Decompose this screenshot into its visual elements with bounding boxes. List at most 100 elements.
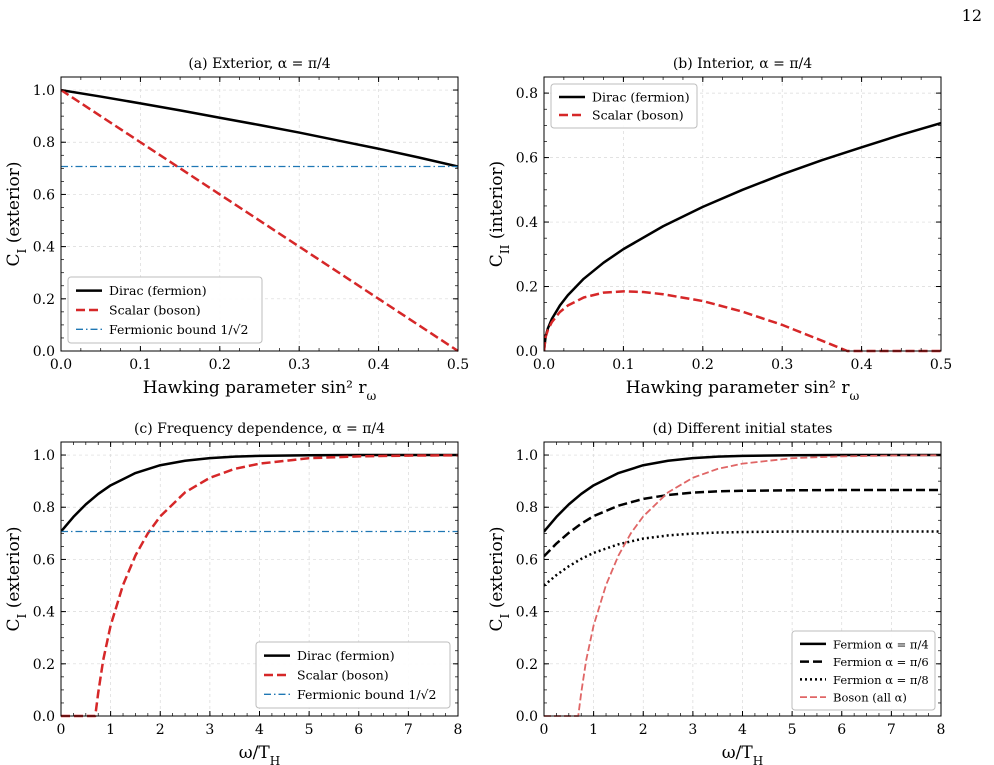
legend-label: Fermion α = π/6: [833, 655, 929, 669]
y-tick-label: 0.0: [516, 709, 538, 725]
y-tick-label: 0.6: [33, 552, 55, 568]
legend-label: Dirac (fermion): [592, 90, 690, 105]
x-tick-label: 7: [404, 722, 413, 738]
y-tick-label: 0.8: [516, 86, 538, 102]
series-line: [61, 89, 458, 353]
series-line: [61, 453, 458, 533]
x-tick-label: 0.3: [771, 357, 793, 373]
legend-label: Scalar (boson): [592, 108, 684, 123]
x-axis-label: Hawking parameter sin² rω: [626, 378, 860, 403]
legend-label: Scalar (boson): [297, 668, 389, 683]
chart-panel-1: 0.0 0.1 0.2 0.3 0.4 0.5 0.0 0.2 0.4 0.6 0.8 1.0 (a) …: [4, 56, 469, 403]
y-tick-label: 1.0: [516, 448, 538, 464]
y-axis-label: CI (exterior): [4, 527, 29, 632]
chart-title: (b) Interior, α = π/4: [673, 56, 812, 72]
legend: Dirac (fermion) Scalar (boson) Fermionic b…: [67, 276, 263, 344]
chart-panel-4: 0 1 2 3 4 5 6 7 8 0.0 0.2 0.4 0.6 0.8 1.0 (d) Different…: [487, 421, 945, 765]
y-tick-label: 0.8: [516, 500, 538, 516]
series-line: [61, 88, 458, 168]
series-line: [544, 453, 941, 533]
legend-label: Boson (all α): [833, 691, 907, 705]
series-group: [61, 453, 458, 718]
y-tick-label: 0.4: [33, 605, 55, 621]
series-line: [61, 454, 458, 718]
y-tick-label: 0.0: [33, 344, 55, 360]
y-axis-label: CII (interior): [487, 161, 512, 267]
y-tick-label: 0.2: [516, 280, 538, 296]
y-tick-label: 0.4: [516, 605, 538, 621]
series-group: [544, 453, 941, 717]
x-axis-label: Hawking parameter sin² rω: [143, 378, 377, 403]
y-tick-label: 1.0: [33, 83, 55, 99]
series-line: [544, 488, 941, 558]
legend: Dirac (fermion) Scalar (boson) Fermionic b…: [255, 641, 451, 709]
x-tick-label: 0.0: [50, 357, 72, 373]
y-tick-label: 0.4: [516, 215, 538, 231]
chart-panel-3: 0 1 2 3 4 5 6 7 8 0.0 0.2 0.4 0.6 0.8 1.0 (c) Frequency…: [4, 421, 462, 765]
x-tick-label: 7: [887, 722, 896, 738]
x-tick-label: 0.1: [612, 357, 634, 373]
x-tick-label: 0.2: [209, 357, 231, 373]
x-tick-label: 3: [688, 722, 697, 738]
series-line: [544, 290, 941, 353]
y-tick-label: 1.0: [33, 448, 55, 464]
y-tick-label: 0.8: [33, 135, 55, 151]
x-tick-label: 1: [106, 722, 115, 738]
x-tick-label: 0.2: [692, 357, 714, 373]
legend-label: Fermion α = π/8: [833, 673, 929, 687]
legend-box: [550, 83, 698, 129]
x-tick-label: 0.5: [930, 357, 952, 373]
legend-label: Dirac (fermion): [109, 283, 207, 298]
x-tick-label: 8: [937, 722, 946, 738]
y-tick-label: 0.6: [516, 151, 538, 167]
x-tick-label: 1: [589, 722, 598, 738]
x-axis-label: ω/TH: [239, 743, 280, 765]
y-tick-label: 0.8: [33, 500, 55, 516]
y-tick-label: 0.2: [516, 657, 538, 673]
x-tick-label: 3: [205, 722, 214, 738]
x-tick-label: 0.4: [850, 357, 872, 373]
x-axis-label: ω/TH: [722, 743, 763, 765]
legend-box: [67, 276, 263, 344]
legend-label: Fermionic bound 1/√2: [109, 322, 248, 337]
y-axis-label: CI (exterior): [487, 527, 512, 632]
y-axis-label: CI (exterior): [4, 162, 29, 267]
x-tick-label: 5: [305, 722, 314, 738]
y-tick-label: 0.0: [516, 344, 538, 360]
y-tick-label: 0.4: [33, 240, 55, 256]
x-tick-label: 0.5: [447, 357, 469, 373]
legend-label: Dirac (fermion): [297, 648, 395, 663]
x-tick-label: 4: [738, 722, 747, 738]
chart-title: (c) Frequency dependence, α = π/4: [134, 421, 385, 437]
x-tick-label: 6: [837, 722, 846, 738]
y-tick-label: 0.2: [33, 657, 55, 673]
x-tick-label: 2: [156, 722, 165, 738]
page-number: 12: [961, 6, 982, 25]
x-tick-label: 6: [354, 722, 363, 738]
x-tick-label: 0.3: [288, 357, 310, 373]
legend: Fermion α = π/4 Fermion α = π/6 Fermion α …: [791, 630, 936, 711]
x-tick-label: 0.4: [367, 357, 389, 373]
chart-panel-2: 0.0 0.1 0.2 0.3 0.4 0.5 0.0 0.2 0.4 0.6 0.8 (b) Int…: [487, 56, 952, 403]
y-tick-label: 0.2: [33, 292, 55, 308]
x-tick-label: 4: [255, 722, 264, 738]
x-tick-label: 5: [788, 722, 797, 738]
y-tick-label: 0.0: [33, 709, 55, 725]
chart-title: (d) Different initial states: [653, 421, 833, 437]
x-tick-label: 2: [639, 722, 648, 738]
x-tick-label: 0.0: [533, 357, 555, 373]
legend-label: Fermionic bound 1/√2: [297, 687, 436, 702]
x-tick-label: 8: [454, 722, 463, 738]
series-group: [61, 88, 458, 353]
series-line: [544, 454, 941, 717]
x-tick-label: 0: [57, 722, 66, 738]
legend-label: Scalar (boson): [109, 303, 201, 318]
legend: Dirac (fermion) Scalar (boson): [550, 83, 698, 129]
legend-label: Fermion α = π/4: [833, 637, 929, 651]
legend-box: [255, 641, 451, 709]
x-tick-label: 0: [540, 722, 549, 738]
x-tick-label: 0.1: [129, 357, 151, 373]
y-tick-label: 0.6: [33, 187, 55, 203]
legend-box: [791, 630, 936, 711]
